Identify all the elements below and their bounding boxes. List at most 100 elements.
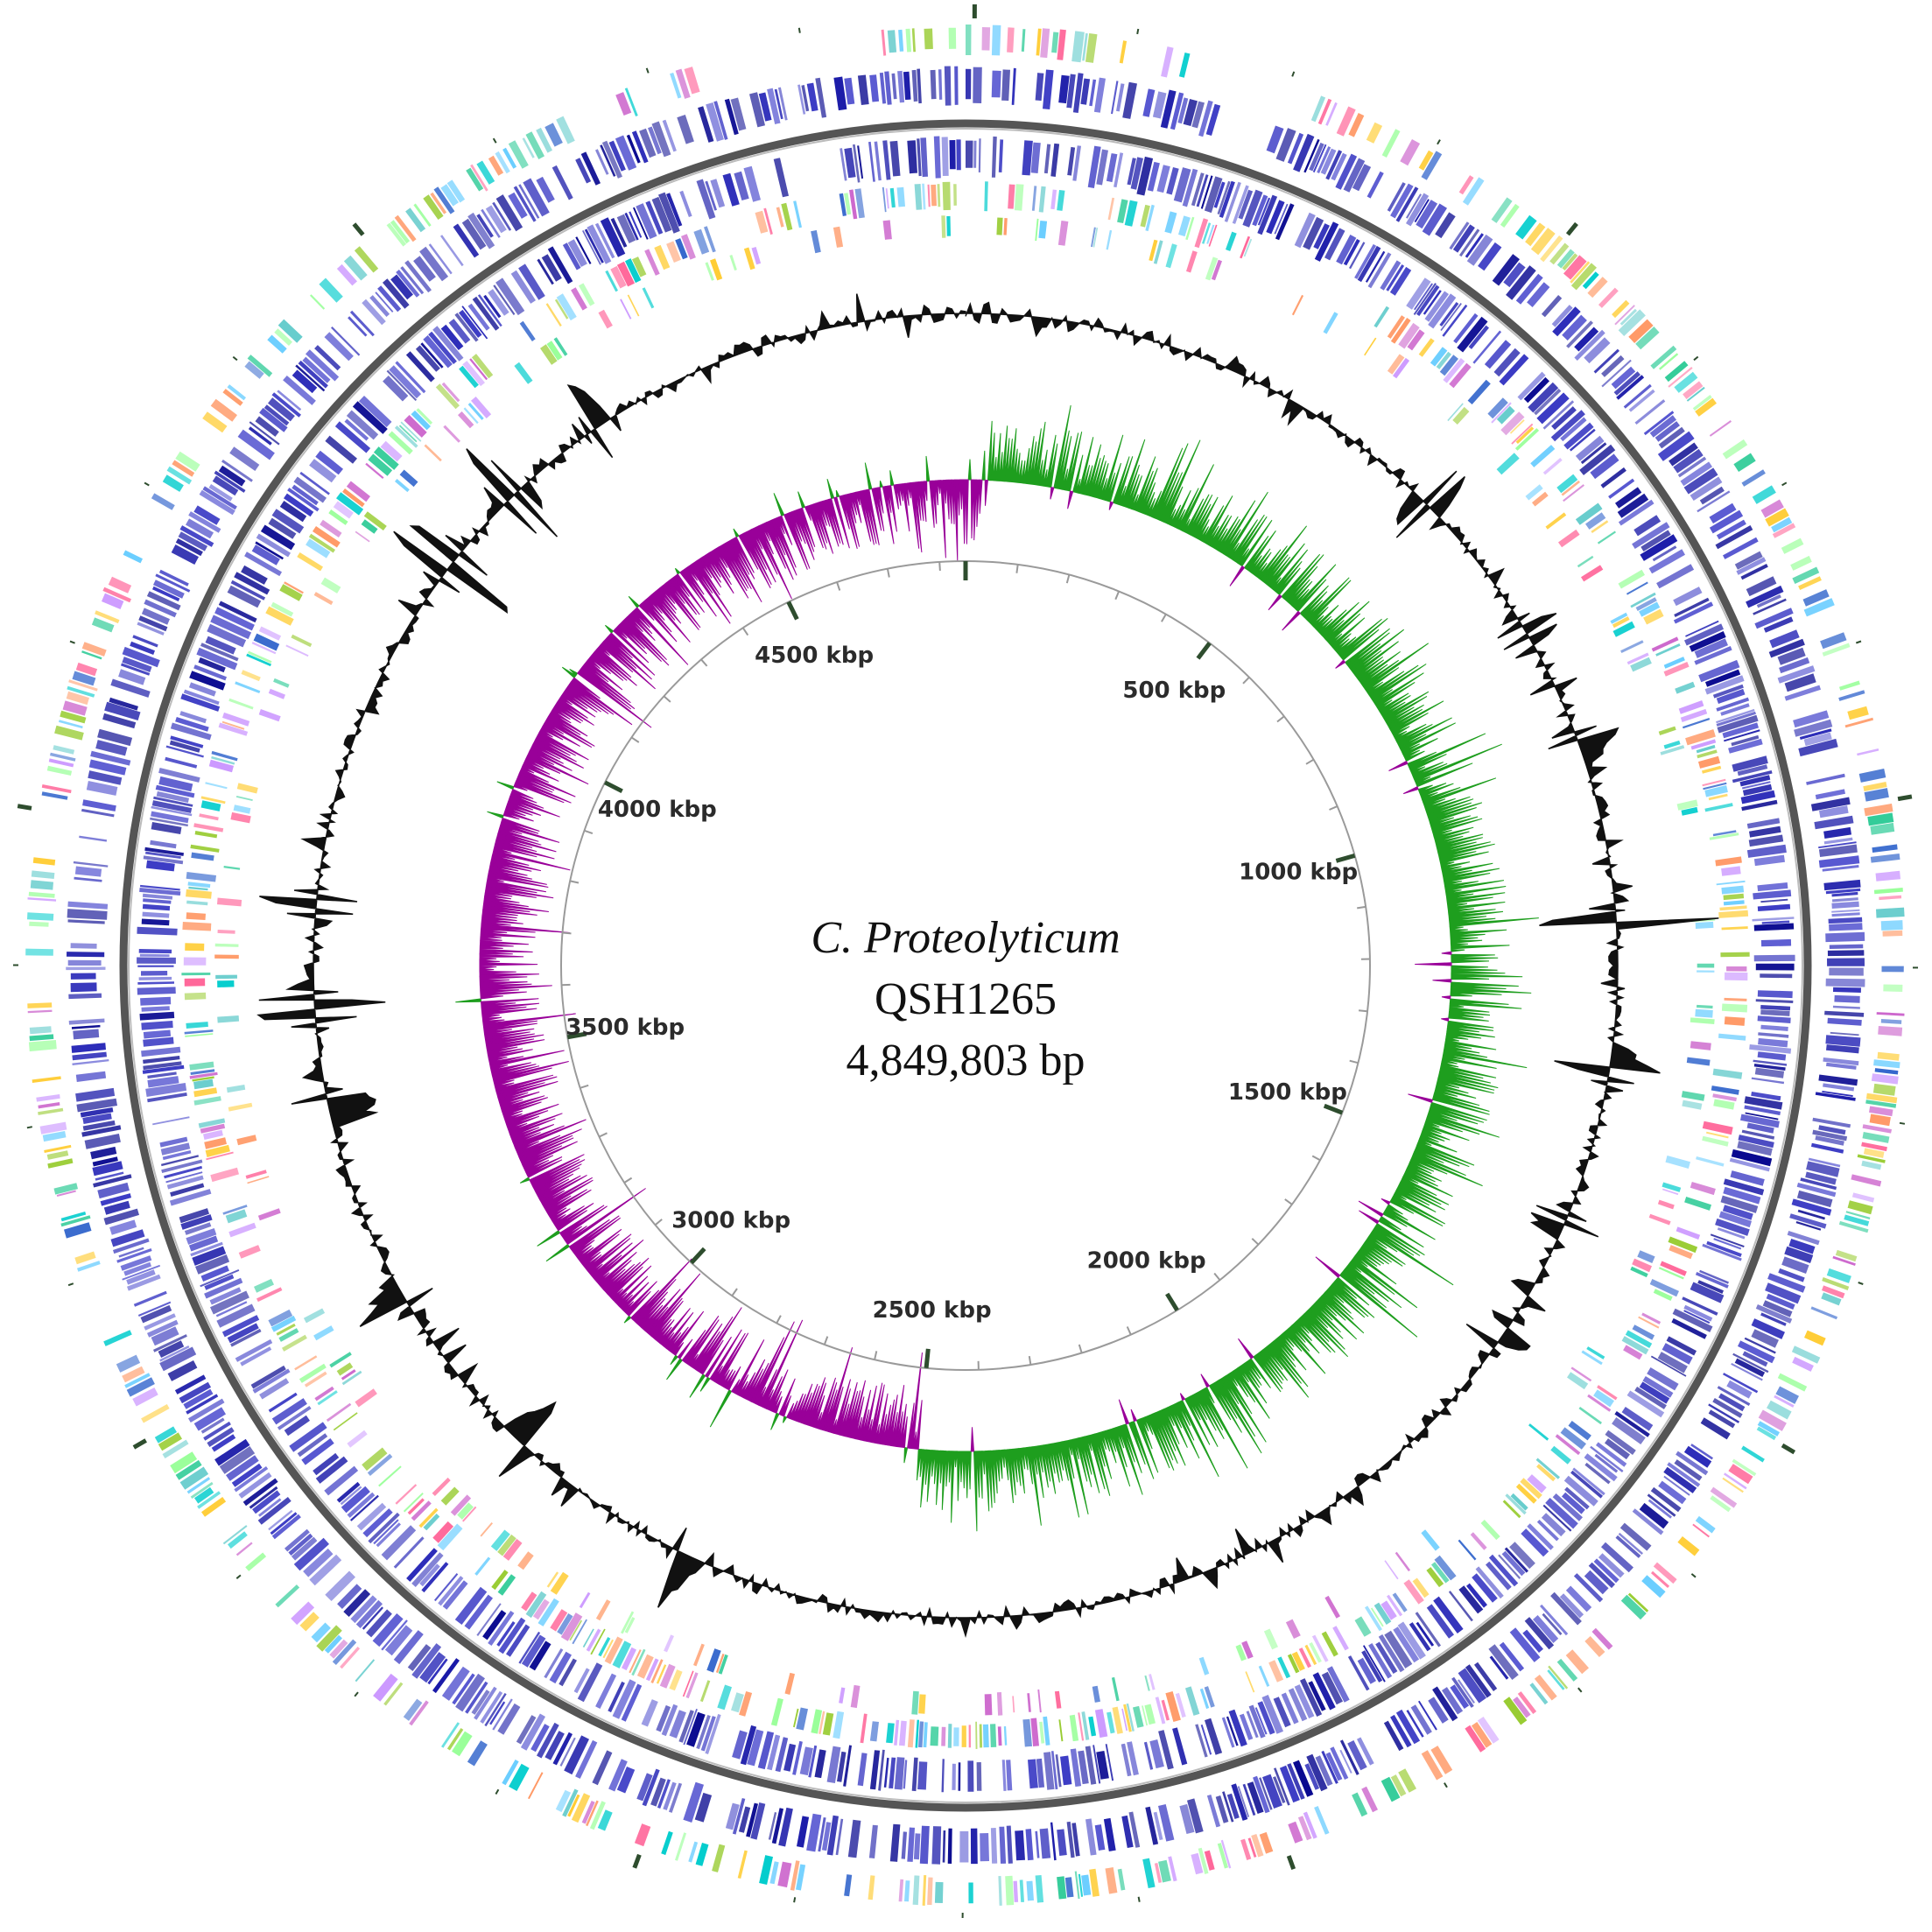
cog-feature — [403, 1698, 423, 1721]
cog-feature — [1578, 1407, 1602, 1425]
cog-feature — [256, 1287, 283, 1303]
cog-feature — [284, 581, 304, 594]
cog-feature — [508, 140, 529, 169]
cog-feature — [664, 1634, 674, 1653]
cds-feature — [1080, 78, 1091, 105]
cds-feature — [1488, 1644, 1519, 1680]
cds-feature — [666, 193, 683, 227]
cog-feature — [946, 215, 951, 236]
cds-feature — [650, 1777, 666, 1807]
cog-feature — [1434, 1555, 1457, 1581]
cds-feature — [204, 1277, 243, 1299]
cog-feature — [91, 617, 115, 633]
scale-tick — [1323, 1103, 1344, 1115]
cog-feature — [46, 765, 73, 776]
cds-feature — [419, 246, 449, 282]
cog-feature — [1713, 1099, 1735, 1110]
cds-feature — [1640, 530, 1671, 551]
cds-feature — [706, 102, 724, 142]
cog-feature — [1240, 1838, 1252, 1860]
cds-feature — [215, 1301, 248, 1317]
cds-feature — [1222, 1791, 1234, 1823]
cds-feature — [1795, 1221, 1822, 1231]
cds-feature — [917, 68, 922, 104]
cds-feature — [214, 470, 246, 493]
cog-feature — [621, 1611, 635, 1634]
cog-feature — [629, 1649, 642, 1674]
cog-feature — [1711, 1085, 1739, 1095]
cds-feature — [67, 952, 105, 958]
cog-feature — [1480, 1520, 1500, 1541]
cog-feature — [1078, 1873, 1084, 1897]
cds-feature — [771, 1808, 783, 1844]
cog-feature — [476, 160, 495, 185]
cds-feature — [1287, 1763, 1305, 1800]
cds-feature — [1731, 1363, 1763, 1381]
cog-feature — [210, 1167, 239, 1183]
cog-feature — [184, 1029, 214, 1035]
cds-feature — [1827, 1017, 1862, 1026]
cds-feature — [465, 1681, 488, 1714]
cog-feature — [411, 410, 431, 431]
cog-feature — [75, 662, 98, 677]
cog-feature — [400, 421, 422, 442]
cds-feature — [1827, 950, 1865, 957]
cog-feature — [1144, 1675, 1150, 1691]
cds-feature — [1769, 629, 1800, 649]
cog-feature — [545, 303, 562, 327]
cds-feature — [188, 1398, 225, 1423]
cog-feature — [1161, 46, 1174, 78]
cds-feature — [1043, 1752, 1055, 1790]
cog-feature — [1058, 1719, 1064, 1742]
cog-feature — [56, 1190, 76, 1197]
cds-feature — [142, 911, 170, 918]
cds-feature — [1339, 1739, 1359, 1775]
scale-tick — [1311, 1155, 1321, 1162]
cog-feature — [72, 671, 96, 686]
cds-feature — [407, 1644, 432, 1671]
cds-feature — [1647, 1493, 1676, 1517]
cds-feature — [285, 1528, 310, 1552]
cog-feature — [1325, 102, 1338, 126]
cog-feature — [1387, 315, 1405, 339]
cds-feature — [679, 190, 692, 217]
cog-feature — [1013, 1880, 1019, 1902]
cds-feature — [170, 1183, 205, 1197]
cog-feature — [316, 1625, 342, 1652]
cds-feature — [160, 1142, 191, 1156]
cds-feature — [325, 435, 357, 464]
cds-feature — [1640, 534, 1678, 561]
cds-feature — [1823, 879, 1861, 891]
cds-feature — [941, 1759, 945, 1793]
cog-feature — [1704, 803, 1733, 812]
cds-feature — [1831, 891, 1858, 897]
cog-feature — [1204, 1850, 1215, 1871]
cog-feature — [1235, 1644, 1247, 1662]
cog-feature — [1777, 1373, 1808, 1392]
cog-feature — [30, 880, 53, 890]
cds-feature — [1177, 97, 1189, 124]
scale-tick — [886, 568, 890, 578]
cds-feature — [244, 551, 282, 577]
cog-feature — [50, 752, 76, 762]
cds-feature — [170, 735, 204, 748]
cds-feature — [1618, 499, 1654, 526]
cds-feature — [683, 1781, 704, 1823]
cds-feature — [1763, 616, 1794, 633]
cog-feature — [326, 1402, 352, 1423]
cds-feature — [1313, 223, 1330, 249]
cds-feature — [130, 641, 155, 655]
cds-feature — [1824, 1010, 1865, 1017]
cds-feature — [349, 310, 375, 337]
cog-feature — [340, 1647, 361, 1669]
cds-feature — [1798, 738, 1838, 757]
cds-feature — [1742, 781, 1771, 790]
cog-feature — [1637, 1250, 1655, 1263]
cog-feature — [1880, 920, 1903, 931]
cog-feature — [390, 220, 411, 244]
cog-feature — [706, 1648, 721, 1673]
cds-feature — [1386, 264, 1405, 292]
cds-feature — [1712, 684, 1744, 699]
cog-feature — [546, 341, 563, 361]
cds-feature — [944, 66, 952, 106]
